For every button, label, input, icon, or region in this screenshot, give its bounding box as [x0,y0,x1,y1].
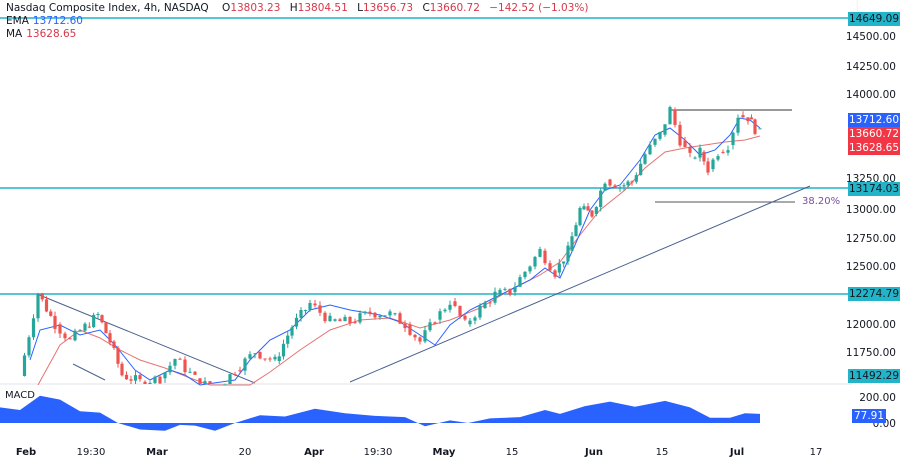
ma-line [37,135,761,386]
close-value: 13660.72 [429,2,480,14]
change-value: −142.52 (−1.03%) [489,2,589,14]
ema-label: EMA [6,15,29,27]
price-tick: 12000.00 [845,319,896,331]
macd-tick: 200.00 [859,392,896,404]
low-label: L [357,2,363,14]
close-price-tag: 13660.72 [848,127,900,141]
time-label: 20 [238,447,252,458]
level-tag-top: 14649.09 [848,12,900,26]
time-label: Mar [146,447,168,458]
time-label: 19:30 [363,447,393,458]
ema-line [29,117,761,386]
symbol-title[interactable]: Nasdaq Composite Index, 4h, NASDAQ [6,2,209,14]
price-tick: 12500.00 [845,261,896,273]
ohlc-row: Nasdaq Composite Index, 4h, NASDAQ O1380… [6,2,588,15]
macd-label[interactable]: MACD [5,390,35,401]
ma-value: 13628.65 [26,28,77,40]
horizontal-levels [0,17,852,385]
time-label: Jun [585,447,603,458]
macd-value-tag: 77.91 [852,409,886,423]
ma-label: MA [6,28,23,40]
open-label: O [222,2,231,14]
ema-legend-row[interactable]: EMA 13712.60 [6,15,588,28]
price-tick: 11750.00 [845,347,896,359]
level-tag-1: 13174.03 [848,182,900,196]
time-label: 19:30 [76,447,106,458]
macd-histogram-area[interactable] [0,395,760,431]
level-tag-2: 12274.79 [848,287,900,301]
level-tag-3: 11492.29 [848,369,900,383]
ema-value: 13712.60 [32,15,83,27]
time-label: 15 [655,447,669,458]
time-label: Apr [304,447,324,458]
ema-price-tag: 13712.60 [848,113,900,127]
price-tick: 14000.00 [845,89,896,101]
axis-corner [858,0,900,14]
candlesticks[interactable] [22,105,762,386]
fib-level-label: 38.20% [802,196,841,207]
open-value: 13803.23 [230,2,281,14]
price-tick: 14500.00 [845,31,896,43]
time-label: 15 [505,447,519,458]
chart-legend: Nasdaq Composite Index, 4h, NASDAQ O1380… [6,2,588,41]
close-label: C [422,2,430,14]
time-label: 17 [809,447,823,458]
ma-legend-row[interactable]: MA 13628.65 [6,28,588,41]
time-label: Jul [729,447,745,458]
time-label: May [432,447,456,458]
high-value: 13804.51 [297,2,348,14]
time-label: Feb [15,447,37,458]
trend-lines[interactable] [36,185,811,384]
price-tick: 12750.00 [845,233,896,245]
ma-price-tag: 13628.65 [848,141,900,155]
high-label: H [289,2,298,14]
price-tick: 14250.00 [845,61,896,73]
price-tick: 13000.00 [845,204,896,216]
low-value: 13656.73 [362,2,414,14]
